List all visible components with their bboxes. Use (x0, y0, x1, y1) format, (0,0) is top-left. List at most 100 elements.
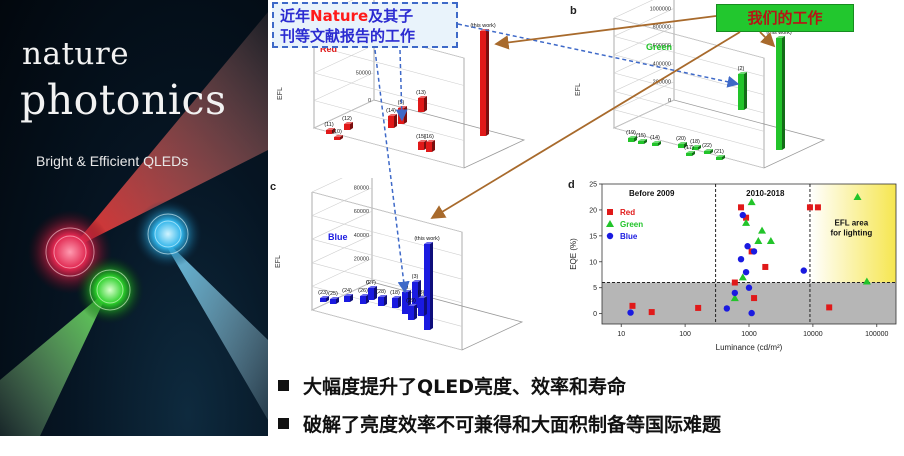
bar-label: (28) (376, 289, 386, 295)
efl-bar-side (350, 122, 353, 130)
efl-bar-side (404, 106, 407, 124)
panel-letter: d (568, 179, 575, 191)
blue-efl-3d-bar-chart: 020000400006000080000100000EFLcBlue(this… (270, 178, 524, 351)
efl-bar-side (384, 295, 387, 306)
data-point (723, 305, 731, 312)
legend-label: Green (620, 220, 643, 229)
gridline (311, 281, 373, 311)
efl-bar-top (326, 128, 335, 130)
bullet-item-1: 大幅度提升了QLED亮度、效率和寿命 (278, 372, 626, 399)
y-axis-label: EQE (%) (569, 238, 578, 270)
panel-letter: c (270, 181, 276, 193)
efl-bar-top (418, 140, 427, 142)
bar-label: (14) (650, 135, 660, 141)
bar-label: (this work) (470, 23, 496, 29)
efl-bar (704, 151, 710, 154)
efl-bar-top (418, 96, 427, 98)
bullet-square-icon (278, 380, 289, 391)
bar-label: (5) (398, 100, 405, 106)
gridline (613, 8, 675, 37)
bar-label: (11) (324, 122, 334, 128)
efl-bar (738, 74, 744, 110)
efl-bar-top (392, 296, 401, 298)
region-label-before: Before 2009 (629, 189, 675, 198)
our-work-callout: 我们的工作 (716, 4, 854, 32)
bar-label: (19) (626, 130, 636, 136)
y-tick-label: 200000 (653, 80, 671, 86)
data-point (826, 304, 833, 311)
y-tick-label: 1000000 (650, 6, 671, 12)
gridline (613, 63, 675, 92)
efl-bar-top (344, 294, 353, 296)
efl-bar (408, 306, 414, 320)
gridline (311, 191, 463, 233)
bar-label: (27) (366, 280, 376, 286)
y-tick-label: 0 (593, 311, 597, 318)
efl-bar-side (414, 304, 417, 320)
y-tick-label: 25 (589, 182, 597, 189)
efl-bar (330, 299, 336, 304)
y-tick-label: 20000 (354, 256, 369, 262)
efl-area-label: EFL area (835, 218, 869, 227)
data-point (800, 267, 807, 274)
x-tick-label: 1000 (741, 331, 757, 338)
efl-bar (326, 130, 332, 134)
efl-bar-top (424, 242, 433, 244)
gridline (311, 238, 463, 280)
y-tick-label: 15 (589, 233, 597, 240)
panel-letter: b (570, 5, 577, 17)
data-point (742, 268, 750, 276)
efl-bar (344, 124, 350, 130)
bar-label: (16) (424, 134, 434, 140)
bar-label: (21) (714, 149, 724, 155)
data-point (748, 309, 755, 317)
efl-bar-side (336, 297, 339, 304)
y-tick-label: 40000 (354, 233, 369, 239)
bar-label: (18) (390, 290, 400, 296)
bar-label: (25) (328, 291, 338, 297)
gridline (311, 187, 373, 216)
efl-bar (368, 288, 374, 300)
legend-marker (607, 209, 613, 215)
efl-bar-side (430, 242, 433, 330)
bar-label: (this work) (414, 236, 440, 242)
legend-marker (606, 232, 614, 240)
data-point (750, 248, 758, 255)
data-point (629, 302, 636, 309)
bar-label: (20) (676, 136, 686, 142)
bar-label: (12) (342, 116, 352, 122)
data-point (743, 214, 750, 221)
efl-bar (412, 282, 418, 308)
bar-label: (24) (342, 288, 352, 294)
efl-bar (678, 144, 684, 148)
efl-bar (320, 298, 326, 302)
bar-label: (13) (416, 90, 426, 96)
data-point (853, 192, 862, 200)
gridline (313, 72, 375, 101)
y-axis-label: EFL (275, 255, 282, 268)
y-axis-label: EFL (575, 83, 582, 96)
efl-bar (638, 141, 644, 144)
legend-label: Red (620, 208, 635, 217)
efl-bar (424, 244, 430, 330)
chart-panel-blue: 020000400006000080000100000EFLcBlue(this… (268, 178, 564, 366)
gridline (613, 99, 675, 129)
bar-label: (29) (406, 298, 416, 304)
efl-bar-top (776, 36, 785, 38)
bar-label: (15) (636, 133, 646, 139)
data-point (731, 279, 738, 286)
efl-bar-side (398, 296, 401, 308)
efl-bar (378, 297, 384, 306)
x-tick-label: 10000 (803, 331, 823, 338)
x-axis-label: Luminance (cd/m²) (716, 343, 783, 352)
cover-title-photonics: photonics (20, 76, 227, 124)
bar-label: (this work) (766, 30, 792, 36)
data-point (758, 226, 767, 234)
efl-bar-side (486, 29, 489, 136)
y-tick-label: 10 (589, 259, 597, 266)
data-point (738, 204, 745, 211)
nature-highlight-text: Nature (310, 7, 369, 25)
gridline (613, 0, 654, 19)
bar-label: (22) (702, 143, 712, 149)
